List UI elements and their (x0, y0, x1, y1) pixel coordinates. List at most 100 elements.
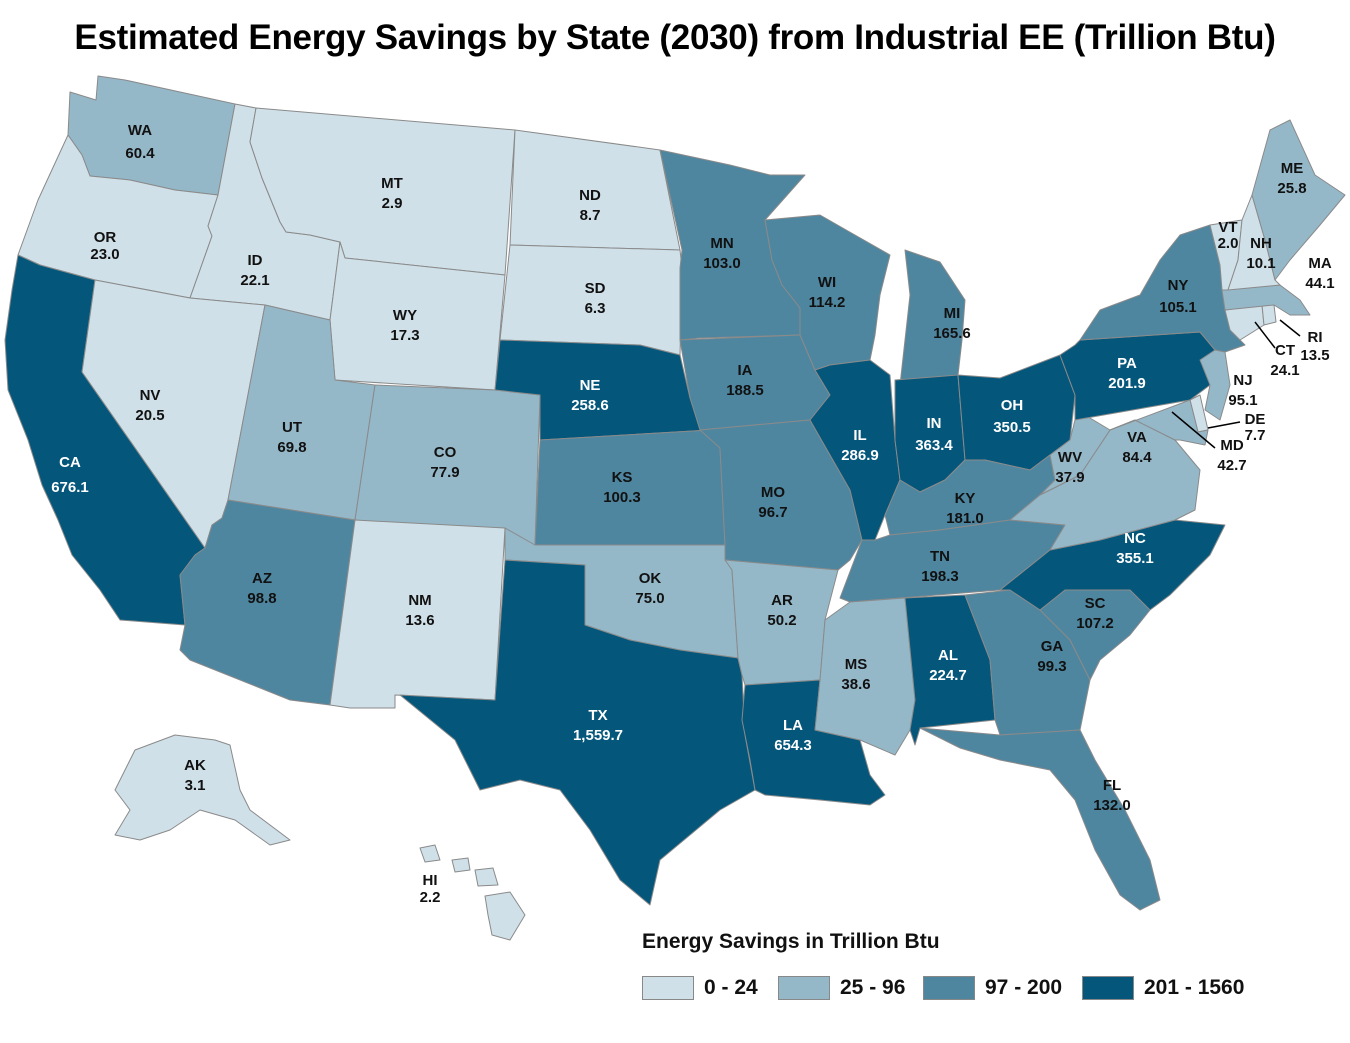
legend-swatch (778, 976, 830, 1000)
state-wv-value: 37.9 (1055, 469, 1084, 486)
leader-lines (1171, 319, 1301, 449)
state-ga-value: 99.3 (1037, 658, 1066, 675)
state-wi-abbr: WI (818, 274, 836, 291)
state-wa-value: 60.4 (125, 145, 155, 162)
state-or-abbr: OR (94, 229, 117, 246)
state-vt-abbr: VT (1218, 219, 1237, 236)
state-ga-abbr: GA (1041, 638, 1064, 655)
legend-item-bin-2: 97 - 200 (923, 974, 1062, 1002)
state-oh-value: 350.5 (993, 419, 1031, 436)
state-fl (919, 727, 1161, 911)
state-me (1251, 119, 1346, 281)
ri-leader-line (1279, 319, 1301, 337)
state-ma-abbr: MA (1308, 255, 1331, 272)
state-ms-value: 38.6 (841, 676, 870, 693)
state-nv-value: 20.5 (135, 407, 164, 424)
state-il-abbr: IL (853, 427, 866, 444)
state-oh-abbr: OH (1001, 397, 1024, 414)
state-mn-value: 103.0 (703, 255, 741, 272)
state-nj-abbr: NJ (1233, 372, 1252, 389)
state-tn-abbr: TN (930, 548, 950, 565)
legend-swatch (642, 976, 694, 1000)
state-nj (1199, 349, 1231, 421)
state-md-abbr: MD (1220, 437, 1243, 454)
state-ny-value: 105.1 (1159, 299, 1197, 316)
state-nh-abbr: NH (1250, 235, 1272, 252)
state-ut-abbr: UT (282, 419, 302, 436)
legend-swatch (923, 976, 975, 1000)
state-ne-abbr: NE (580, 377, 601, 394)
state-wi-value: 114.2 (809, 294, 846, 311)
state-mt-abbr: MT (381, 175, 403, 192)
legend-item-bin-3: 201 - 1560 (1082, 974, 1244, 1002)
state-nm-value: 13.6 (405, 612, 434, 629)
state-hi-abbr: HI (423, 872, 438, 889)
state-mt (249, 107, 516, 276)
state-ma-value: 44.1 (1305, 275, 1334, 292)
state-hi (419, 844, 526, 941)
state-nc-abbr: NC (1124, 530, 1146, 547)
state-ct-abbr: CT (1275, 342, 1295, 359)
state-wy-abbr: WY (393, 307, 417, 324)
md-leader-line (1171, 411, 1216, 449)
state-pa-value: 201.9 (1108, 375, 1146, 392)
state-va-value: 84.4 (1122, 449, 1152, 466)
state-ks (534, 429, 726, 546)
state-ak (114, 734, 291, 846)
state-nv-abbr: NV (140, 387, 161, 404)
state-ca-abbr: CA (59, 454, 81, 471)
state-fl-abbr: FL (1103, 777, 1121, 794)
state-mn-abbr: MN (710, 235, 733, 252)
state-ky-abbr: KY (955, 490, 976, 507)
state-tn-value: 198.3 (921, 568, 959, 585)
state-mt-value: 2.9 (382, 195, 403, 212)
legend-label: 201 - 1560 (1144, 976, 1245, 999)
state-co (354, 384, 541, 546)
state-ia-abbr: IA (738, 362, 753, 379)
state-nm (329, 519, 506, 709)
state-il-value: 286.9 (841, 447, 879, 464)
legend-swatch (1082, 976, 1134, 1000)
legend-label: 97 - 200 (985, 976, 1063, 999)
state-ky-value: 181.0 (946, 510, 984, 527)
state-co-abbr: CO (434, 444, 457, 461)
state-hi-value: 2.2 (420, 889, 441, 906)
legend-label: 0 - 24 (704, 976, 758, 999)
state-ak-value: 3.1 (185, 777, 206, 794)
state-ok-abbr: OK (639, 570, 662, 587)
state-mo-value: 96.7 (758, 504, 787, 521)
state-ri-abbr: RI (1308, 329, 1323, 346)
state-ks-value: 100.3 (603, 489, 641, 506)
state-ri (1261, 304, 1277, 326)
state-me-abbr: ME (1281, 160, 1304, 177)
state-mo-abbr: MO (761, 484, 785, 501)
de-leader-line (1207, 421, 1241, 429)
state-id-abbr: ID (248, 252, 263, 269)
state-mi-value: 165.6 (933, 325, 971, 342)
state-or-value: 23.0 (90, 246, 119, 263)
state-id-value: 22.1 (240, 272, 269, 289)
state-il (809, 359, 901, 541)
state-de-abbr: DE (1245, 411, 1266, 428)
state-me-value: 25.8 (1277, 180, 1306, 197)
state-ak-abbr: AK (184, 757, 206, 774)
legend-label: 25 - 96 (840, 976, 906, 999)
state-la-value: 654.3 (774, 737, 812, 754)
state-nd-value: 8.7 (580, 207, 601, 224)
state-wy-value: 17.3 (390, 327, 419, 344)
legend-item-bin-0: 0 - 24 (642, 974, 758, 1002)
state-md (1109, 399, 1209, 446)
state-sd-value: 6.3 (585, 300, 606, 317)
state-ks-abbr: KS (612, 469, 633, 486)
map-title: Estimated Energy Savings by State (2030)… (74, 18, 1276, 57)
state-nm-abbr: NM (408, 592, 431, 609)
state-ut-value: 69.8 (277, 439, 306, 456)
state-md-value: 42.7 (1217, 457, 1246, 474)
state-wv-abbr: WV (1058, 449, 1082, 466)
state-al-value: 224.7 (929, 667, 967, 684)
state-ma (1221, 284, 1311, 316)
state-ar-value: 50.2 (767, 612, 796, 629)
state-ar-abbr: AR (771, 592, 793, 609)
